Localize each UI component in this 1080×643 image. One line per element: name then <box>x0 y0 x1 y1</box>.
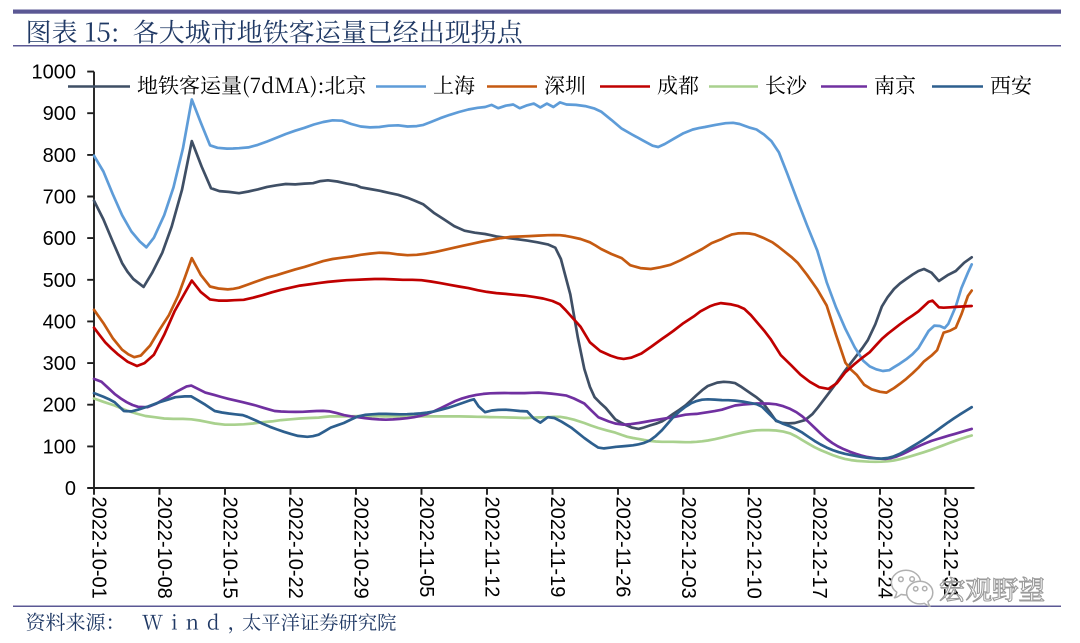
svg-text:2022-11-05: 2022-11-05 <box>415 497 437 598</box>
svg-text:800: 800 <box>43 145 76 167</box>
svg-text:2022-12-03: 2022-12-03 <box>677 497 699 599</box>
svg-text:1000: 1000 <box>32 62 77 84</box>
svg-text:2022-10-15: 2022-10-15 <box>219 497 241 599</box>
svg-text:0: 0 <box>65 478 76 500</box>
svg-text:2022-10-08: 2022-10-08 <box>153 497 175 599</box>
svg-text:100: 100 <box>43 436 76 458</box>
svg-text:2022-11-26: 2022-11-26 <box>612 497 634 598</box>
svg-text:500: 500 <box>43 270 76 292</box>
svg-text:2022-10-29: 2022-10-29 <box>350 497 372 599</box>
svg-text:2022-12-31: 2022-12-31 <box>939 497 961 599</box>
svg-text:400: 400 <box>43 311 76 333</box>
svg-text:2022-12-17: 2022-12-17 <box>808 497 830 599</box>
svg-text:2022-11-19: 2022-11-19 <box>546 497 568 598</box>
svg-text:700: 700 <box>43 187 76 209</box>
svg-text:600: 600 <box>43 228 76 250</box>
svg-text:2022-12-10: 2022-12-10 <box>743 497 765 599</box>
svg-text:2022-11-12: 2022-11-12 <box>481 497 503 598</box>
svg-text:2022-12-24: 2022-12-24 <box>874 497 896 599</box>
svg-text:900: 900 <box>43 103 76 125</box>
svg-text:300: 300 <box>43 353 76 375</box>
svg-text:200: 200 <box>43 395 76 417</box>
svg-text:2022-10-01: 2022-10-01 <box>88 497 110 599</box>
svg-text:2022-10-22: 2022-10-22 <box>284 497 306 599</box>
